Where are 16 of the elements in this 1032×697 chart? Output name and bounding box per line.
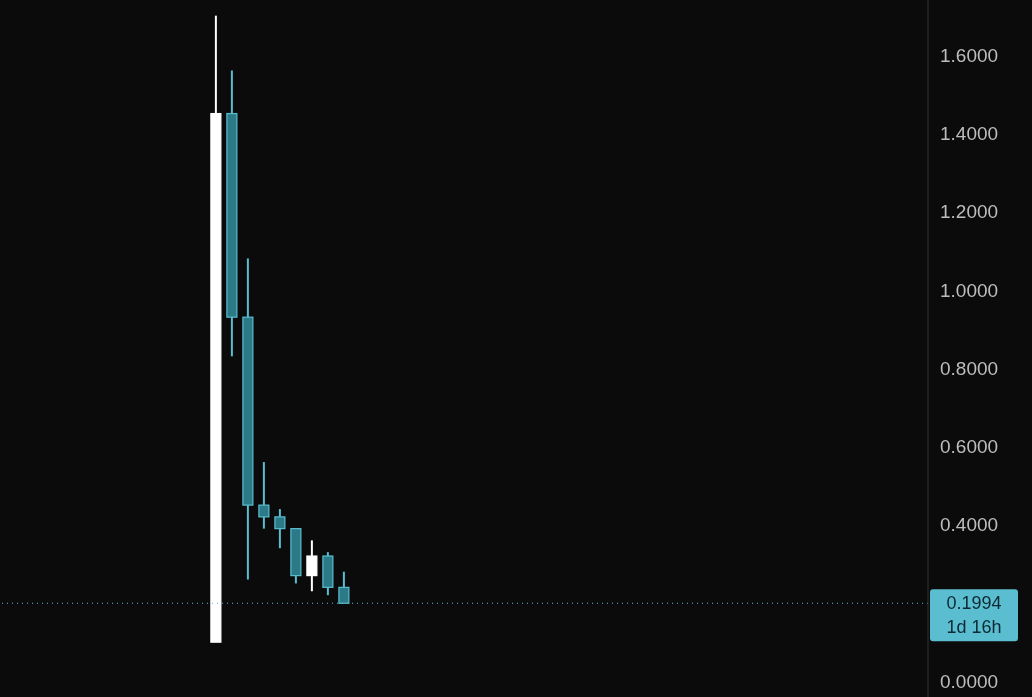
y-tick-label: 1.2000 bbox=[940, 201, 999, 223]
y-tick-label: 1.0000 bbox=[940, 279, 999, 301]
y-tick-label: 1.6000 bbox=[940, 44, 999, 66]
y-tick-label: 0.6000 bbox=[940, 436, 999, 458]
candlestick bbox=[322, 551, 334, 597]
y-tick-label: 1.4000 bbox=[940, 122, 999, 144]
ref-line-label: 0.1994 bbox=[946, 593, 1002, 614]
y-tick-label: 0.4000 bbox=[940, 514, 999, 536]
candlestick bbox=[274, 508, 286, 550]
candlestick bbox=[258, 461, 270, 530]
text: 1d 16h bbox=[946, 617, 1002, 638]
y-tick-label: 0.0000 bbox=[940, 671, 999, 693]
candlestick bbox=[226, 69, 238, 358]
y-tick-label: 0.8000 bbox=[940, 357, 999, 379]
candlestick bbox=[242, 257, 254, 581]
candlestick bbox=[306, 539, 318, 593]
